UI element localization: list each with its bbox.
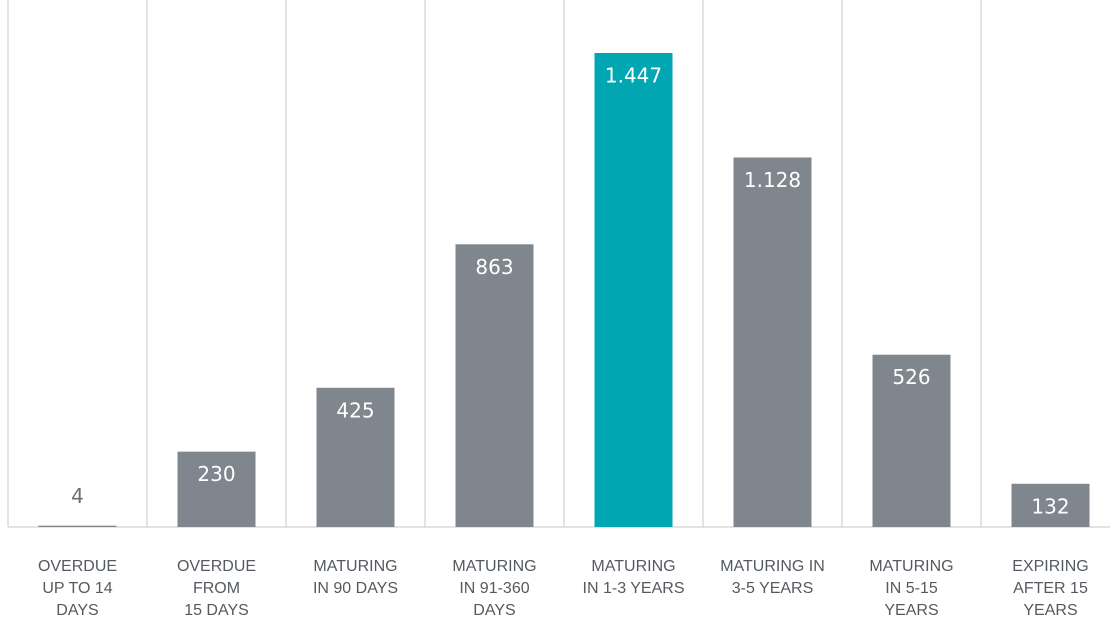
bar [1011,483,1090,527]
category-label: OVERDUE UP TO 14 DAYS [37,558,118,619]
value-label: 1.447 [605,64,662,88]
bar [594,53,673,527]
value-label: 425 [336,398,374,422]
category-label: EXPIRING AFTER 15 YEARS [1012,558,1089,619]
value-label: 863 [475,255,513,279]
bar [316,387,395,527]
category-label: MATURING IN 91-360 DAYS [452,558,537,619]
category-label: MATURING IN 5-15 YEARS [869,558,954,619]
bar [733,157,812,527]
category-label: OVERDUE FROM 15 DAYS [176,558,257,619]
value-label: 1.128 [744,168,801,192]
bar [177,451,256,527]
category-label: MATURING IN 3-5 YEARS [720,558,825,597]
category-label: MATURING IN 1-3 YEARS [582,558,685,597]
value-label: 526 [892,365,930,389]
value-label: 4 [71,484,84,508]
category-label: MATURING IN 90 DAYS [312,558,399,597]
value-label: 230 [197,462,235,486]
bar [455,244,534,527]
bar [872,354,951,527]
bar [38,525,117,527]
value-label: 132 [1031,494,1069,518]
